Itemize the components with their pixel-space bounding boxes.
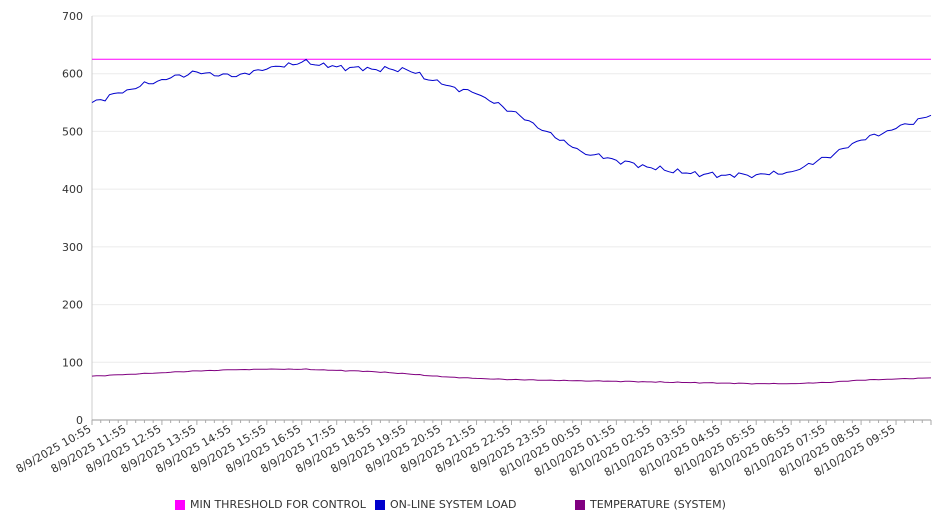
legend-item-min-threshold[interactable]: MIN THRESHOLD FOR CONTROL	[175, 498, 366, 511]
legend-swatch-temperature	[575, 499, 585, 510]
legend-swatch-system-load	[375, 499, 385, 510]
y-tick-label: 0	[76, 414, 83, 427]
grid	[92, 15, 931, 363]
legend-swatch-min-threshold	[175, 499, 185, 510]
series-lines	[91, 58, 932, 385]
y-tick-label: 500	[62, 125, 83, 138]
legend-label-min-threshold: MIN THRESHOLD FOR CONTROL	[190, 498, 366, 511]
y-tick-labels: 0 100 200 300 400 500 600 700	[62, 10, 83, 427]
legend-label-temperature: TEMPERATURE (SYSTEM)	[590, 498, 726, 511]
series-line-system-load[interactable]	[91, 58, 932, 179]
legend: MIN THRESHOLD FOR CONTROL ON-LINE SYSTEM…	[0, 498, 946, 514]
legend-item-temperature[interactable]: TEMPERATURE (SYSTEM)	[575, 498, 726, 511]
line-chart: 0 100 200 300 400 500 600 700 8/9/2025 10:558/9…	[14, 10, 932, 479]
x-tick-labels: 8/9/2025 10:558/9/2025 11:558/9/2025 12:…	[14, 422, 898, 479]
axes	[91, 16, 932, 425]
legend-label-system-load: ON-LINE SYSTEM LOAD	[390, 498, 517, 511]
y-tick-label: 200	[62, 299, 83, 312]
series-line-temperature[interactable]	[91, 368, 932, 385]
y-tick-label: 300	[62, 241, 83, 254]
y-tick-label: 400	[62, 183, 83, 196]
legend-item-system-load[interactable]: ON-LINE SYSTEM LOAD	[375, 498, 516, 511]
y-tick-label: 100	[62, 356, 83, 369]
y-tick-label: 600	[62, 68, 83, 81]
y-tick-label: 700	[62, 10, 83, 23]
